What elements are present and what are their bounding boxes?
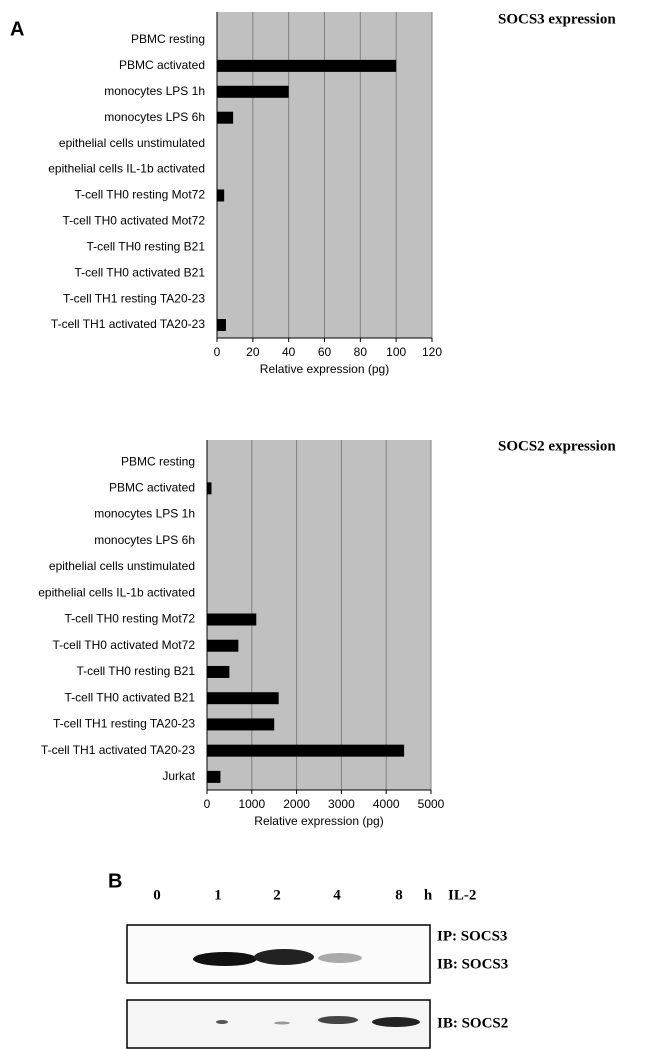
- figure: B 0 1 2 4 8 h IL-2 IP: SOCS3 IB: SOCS3 I…: [0, 0, 649, 1049]
- y-tick-label: T-cell TH0 resting B21: [77, 664, 196, 678]
- bar: [217, 60, 396, 72]
- y-tick-label: monocytes LPS 6h: [104, 110, 205, 124]
- band: [216, 1020, 228, 1024]
- bar: [207, 771, 220, 783]
- y-tick-label: monocytes LPS 1h: [104, 84, 205, 98]
- x-axis-label: Relative expression (pg): [254, 814, 383, 828]
- x-tick-label: 60: [318, 345, 332, 359]
- x-tick-label: 1000: [238, 797, 265, 811]
- y-tick-label: monocytes LPS 6h: [94, 533, 195, 547]
- y-tick-label: T-cell TH0 resting Mot72: [65, 612, 196, 626]
- y-tick-label: epithelial cells unstimulated: [49, 559, 195, 573]
- bar: [207, 640, 238, 652]
- x-tick-label: 0: [214, 345, 221, 359]
- bar: [207, 745, 404, 757]
- x-tick-label: 5000: [418, 797, 445, 811]
- x-tick-label: 120: [422, 345, 442, 359]
- panel-label: B: [108, 870, 122, 892]
- lane-label: 8: [395, 887, 403, 903]
- band: [254, 949, 314, 965]
- bar: [207, 692, 279, 704]
- x-tick-label: 2000: [283, 797, 310, 811]
- treatment-label: IL-2: [448, 887, 476, 903]
- y-tick-label: T-cell TH0 activated B21: [64, 690, 195, 704]
- y-tick-label: PBMC activated: [109, 481, 195, 495]
- y-tick-label: Jurkat: [162, 769, 195, 783]
- chart-title: SOCS3 expression: [498, 11, 616, 27]
- y-tick-label: epithelial cells unstimulated: [59, 136, 205, 150]
- y-tick-label: T-cell TH1 resting TA20-23: [63, 291, 205, 305]
- y-tick-label: PBMC resting: [121, 454, 195, 468]
- lane-label: 4: [333, 887, 341, 903]
- y-tick-label: T-cell TH0 activated B21: [74, 265, 205, 279]
- x-tick-label: 4000: [373, 797, 400, 811]
- bar: [217, 319, 226, 331]
- row-label: IB: SOCS2: [437, 1015, 508, 1031]
- band: [193, 952, 257, 966]
- unit-label: h: [424, 887, 433, 903]
- band: [318, 953, 362, 963]
- band: [372, 1017, 420, 1027]
- y-tick-label: T-cell TH1 resting TA20-23: [53, 717, 195, 731]
- x-tick-label: 0: [204, 797, 211, 811]
- y-tick-label: T-cell TH0 resting B21: [87, 239, 206, 253]
- x-tick-label: 100: [386, 345, 406, 359]
- lane-label: 1: [214, 887, 222, 903]
- x-tick-label: 40: [282, 345, 296, 359]
- bar: [207, 718, 274, 730]
- bar: [207, 666, 229, 678]
- panel-label: A: [10, 18, 24, 40]
- x-tick-label: 3000: [328, 797, 355, 811]
- x-tick-label: 20: [246, 345, 260, 359]
- lane-label: 2: [273, 887, 281, 903]
- band: [318, 1016, 358, 1024]
- bar: [207, 614, 256, 626]
- bar: [217, 189, 224, 201]
- bar: [217, 112, 233, 124]
- x-axis-label: Relative expression (pg): [260, 362, 389, 376]
- row-label: IP: SOCS3: [437, 928, 507, 944]
- y-tick-label: epithelial cells IL-1b activated: [38, 585, 195, 599]
- blot: B 0 1 2 4 8 h IL-2 IP: SOCS3 IB: SOCS3 I…: [108, 870, 508, 1048]
- band: [274, 1022, 290, 1025]
- lane-label: 0: [153, 887, 161, 903]
- y-tick-label: T-cell TH1 activated TA20-23: [41, 743, 195, 757]
- chart-title: SOCS2 expression: [498, 438, 616, 454]
- x-tick-label: 80: [354, 345, 368, 359]
- y-tick-label: PBMC resting: [131, 32, 205, 46]
- y-tick-label: epithelial cells IL-1b activated: [48, 162, 205, 176]
- bar: [207, 482, 211, 494]
- y-tick-label: monocytes LPS 1h: [94, 507, 195, 521]
- row-label: IB: SOCS3: [437, 956, 508, 972]
- y-tick-label: T-cell TH1 activated TA20-23: [51, 317, 205, 331]
- bar: [217, 86, 289, 98]
- y-tick-label: PBMC activated: [119, 58, 205, 72]
- y-tick-label: T-cell TH0 resting Mot72: [75, 188, 206, 202]
- y-tick-label: T-cell TH0 activated Mot72: [62, 214, 205, 228]
- y-tick-label: T-cell TH0 activated Mot72: [52, 638, 195, 652]
